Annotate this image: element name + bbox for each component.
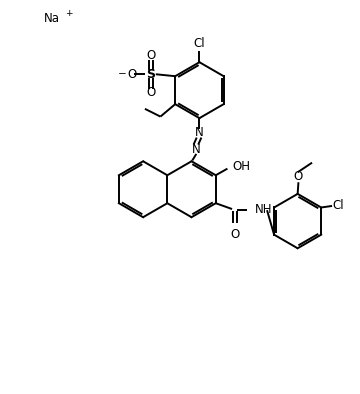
Text: Cl: Cl bbox=[194, 37, 205, 50]
Text: N: N bbox=[195, 126, 204, 139]
Text: +: + bbox=[66, 9, 73, 18]
Text: O: O bbox=[230, 228, 240, 241]
Text: OH: OH bbox=[232, 160, 250, 173]
Text: S: S bbox=[147, 68, 156, 81]
Text: Cl: Cl bbox=[333, 199, 345, 212]
Text: O: O bbox=[128, 68, 137, 81]
Text: O: O bbox=[147, 86, 156, 99]
Text: O: O bbox=[147, 49, 156, 62]
Text: −: − bbox=[117, 69, 126, 79]
Text: NH: NH bbox=[255, 203, 272, 216]
Text: N: N bbox=[192, 143, 201, 156]
Text: O: O bbox=[294, 170, 303, 183]
Text: Na: Na bbox=[44, 12, 60, 25]
